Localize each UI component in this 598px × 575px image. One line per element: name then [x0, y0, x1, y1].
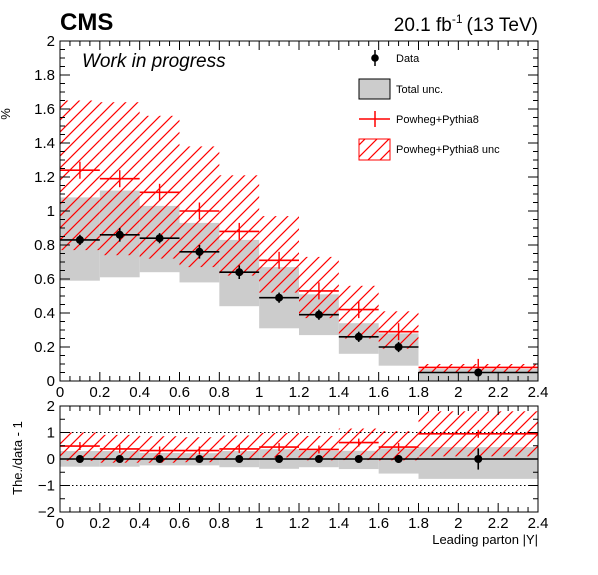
- ratio-x-tick-label: 1: [255, 515, 263, 532]
- main-x-tick-label: 1.4: [328, 384, 349, 401]
- ratio-mc-line: [60, 429, 538, 455]
- main-data-point: [314, 310, 323, 319]
- lumi-energy: (13 TeV): [467, 15, 538, 36]
- ratio-x-tick-label: 2: [454, 515, 462, 532]
- legend: Data Total unc. Powheg+Pythia8 Powheg+Py…: [358, 50, 500, 161]
- ratio-data-point: [354, 455, 363, 463]
- x-axis-label: Leading parton |Y|: [432, 532, 538, 547]
- ratio-y-tick-label: 1: [47, 425, 55, 442]
- experiment-label: CMS: [60, 9, 113, 36]
- ratio-y-tick-label: 2: [47, 398, 55, 415]
- main-data-point: [474, 368, 483, 377]
- main-y-ticks: 0 0.2 0.4 0.6 0.8 1 1.2 1.4 1.6 1.8 2: [34, 33, 538, 390]
- ratio-x-tick-label: 2.4: [528, 515, 549, 532]
- ratio-data-point: [195, 455, 204, 463]
- main-y-tick-label: 1.8: [34, 67, 55, 84]
- ratio-y-tick-label: 0: [47, 451, 55, 468]
- main-x-tick-label: 0.8: [209, 384, 230, 401]
- ratio-data-point: [115, 455, 124, 463]
- status-label: Work in progress: [82, 51, 226, 72]
- legend-mc-unc-swatch: [358, 138, 391, 161]
- main-x-tick-label: 2: [454, 384, 462, 401]
- main-x-tick-label: 2.4: [528, 384, 549, 401]
- ratio-x-tick-label: 0.6: [169, 515, 190, 532]
- ratio-x-tick-label: 1.6: [368, 515, 389, 532]
- ratio-data-point: [235, 455, 244, 463]
- legend-total-unc-label: Total unc.: [396, 84, 443, 96]
- main-x-tick-label: 1.8: [408, 384, 429, 401]
- main-data-point: [235, 268, 244, 277]
- ratio-x-ticks: 0 0.2 0.4 0.6 0.8 1 1.2 1.4 1.6 1.8 2 2.2 2.4: [56, 406, 549, 532]
- main-y-tick-label: 0.6: [34, 271, 55, 288]
- legend-data-marker: [371, 54, 379, 62]
- main-x-tick-label: 0.6: [169, 384, 190, 401]
- ratio-x-tick-label: 0: [56, 515, 64, 532]
- main-x-tick-label: 0: [56, 384, 64, 401]
- main-data-point: [275, 293, 284, 302]
- main-x-ticks: 0 0.2 0.4 0.6 0.8 1 1.2 1.4 1.6 1.8 2 2.2 2.4: [56, 41, 549, 401]
- main-x-tick-label: 1.2: [289, 384, 310, 401]
- ratio-x-tick-label: 1.4: [328, 515, 349, 532]
- main-data-point: [195, 247, 204, 256]
- main-data-point: [354, 332, 363, 341]
- main-x-tick-label: 0.4: [129, 384, 150, 401]
- ratio-data-point: [474, 455, 483, 463]
- main-data-point: [115, 230, 124, 239]
- ratio-y-ticks: −2 −1 0 1 2: [38, 398, 538, 521]
- ratio-y-tick-label: −2: [38, 504, 55, 521]
- lumi-value: 20.1 fb: [394, 15, 452, 36]
- main-y-tick-label: 0.2: [34, 339, 55, 356]
- legend-mc-label: Powheg+Pythia8: [396, 114, 479, 126]
- ratio-x-tick-label: 2.2: [488, 515, 509, 532]
- ratio-x-tick-label: 1.8: [408, 515, 429, 532]
- ratio-y-tick-label: −1: [38, 478, 55, 495]
- main-y-tick-label: 1: [47, 203, 55, 220]
- main-data-point: [75, 235, 84, 244]
- ratio-data-point: [75, 455, 84, 463]
- main-y-tick-label: 0.4: [34, 305, 55, 322]
- ratio-data-point: [275, 455, 284, 463]
- legend-mc-unc-label: Powheg+Pythia8 unc: [396, 144, 500, 156]
- main-x-tick-label: 1.6: [368, 384, 389, 401]
- ratio-x-tick-label: 0.8: [209, 515, 230, 532]
- ratio-data-point: [394, 455, 403, 463]
- main-y-tick-label: 1.4: [34, 135, 55, 152]
- main-x-tick-label: 1: [255, 384, 263, 401]
- main-y-tick-label: 1.6: [34, 101, 55, 118]
- ratio-mc-unc-band: [60, 411, 538, 463]
- luminosity-label: 20.1 fb-1 (13 TeV): [394, 12, 538, 36]
- main-x-tick-label: 0.2: [89, 384, 110, 401]
- main-x-tick-label: 2.2: [488, 384, 509, 401]
- ratio-x-tick-label: 1.2: [289, 515, 310, 532]
- lumi-exponent: -1: [452, 12, 463, 26]
- main-y-tick-label: 0: [47, 373, 55, 390]
- ratio-x-tick-label: 0.2: [89, 515, 110, 532]
- ratio-data-point: [155, 455, 164, 463]
- main-y-tick-label: 0.8: [34, 237, 55, 254]
- main-y-axis-label: %: [0, 108, 13, 120]
- main-y-tick-label: 1.2: [34, 169, 55, 186]
- ratio-data-point: [314, 455, 323, 463]
- ratio-y-axis-label: The./data - 1: [10, 421, 25, 495]
- legend-data-label: Data: [396, 53, 420, 65]
- legend-total-unc-swatch: [358, 78, 391, 100]
- main-y-tick-label: 2: [47, 33, 55, 50]
- main-data-point: [394, 343, 403, 351]
- main-data-points: [60, 228, 538, 377]
- ratio-x-tick-label: 0.4: [129, 515, 150, 532]
- main-data-point: [155, 234, 164, 243]
